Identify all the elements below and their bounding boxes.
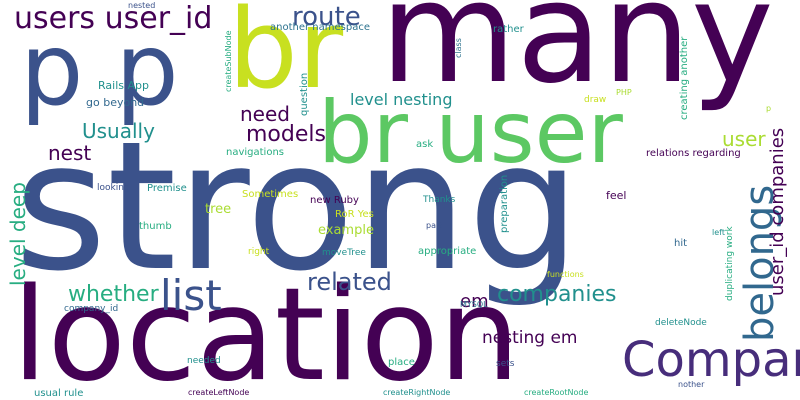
word-usual-rule: usual rule [34,388,84,399]
word-level-nesting: level nesting [350,90,453,109]
word-example: example [318,223,374,238]
word-need: need [240,102,290,126]
word-createrightnode: createRightNode [383,388,451,397]
word-nested: nested [128,1,156,10]
word-preparation: preparation [499,174,510,233]
word-part: part [426,221,443,230]
word-p-small: p [766,104,772,113]
word-feel: feel [606,189,627,202]
word-em: em [460,291,489,312]
word-duplicating-work: duplicating work [725,226,735,301]
word-company-id: company_id [64,304,119,314]
word-whether: whether [68,282,159,307]
word-sets: sets [496,359,515,369]
word-level-deep: level deep [6,182,30,286]
word-company: Company [622,332,800,388]
word-tree: tree [205,202,232,217]
word-deletenode: deleteNode [655,318,707,328]
word-ask: ask [416,139,434,150]
word-looking: looking [97,183,130,193]
word-appropriate: appropriate [418,246,477,257]
word-strong: strong [14,103,581,310]
word-another-namespace: another namespace [270,22,370,33]
word-companies: companies [497,282,617,307]
word-place: place [388,357,415,368]
word-mysql: MYSQL [460,300,488,309]
word-navigations: navigations [226,147,285,158]
word-users-user-id: users user_id [14,1,213,36]
word-list: list [160,271,222,320]
word-related: related [307,268,392,296]
word-right: right [248,247,270,257]
word-creating-another: creating another [679,36,690,120]
word-br-user: br user [318,83,623,183]
word-left: left [712,228,725,237]
word-models: models [246,122,326,147]
word-nesting-em: nesting em [482,328,578,348]
word-relations-regarding: relations regarding [646,148,741,159]
word-thanks: Thanks [423,195,456,205]
word-new-ruby: new Ruby [310,195,359,206]
word-premise: Premise [147,183,187,194]
word-createrootnode: createRootNode [524,388,589,397]
word-hit: hit [674,238,688,249]
word-movetree: moveTree [322,248,366,258]
word-php: PHP [616,88,632,97]
word-user-id-companies: user_id companies [767,127,788,296]
word-createleftnode: createLeftNode [188,388,250,397]
word-user: user [722,127,766,151]
word-ror-yes: RoR Yes [335,209,374,220]
word-usually: Usually [82,119,155,143]
word-createsubnode: createSubNode [224,30,233,93]
word-nother: nother [678,380,705,389]
word-thumb: thumb [139,221,172,232]
word-question: question [299,72,310,116]
word-functions: functions [547,270,584,279]
word-needed: needed [187,356,221,366]
word-rails-app: Rails App [98,79,149,92]
word-sometimes: Sometimes [242,189,299,200]
word-draw: draw [584,95,607,105]
word-go-beyond: go beyond [86,96,145,109]
word-many: many [380,0,774,115]
word-nest: nest [48,141,92,165]
word-class: class [454,38,463,58]
word-p-p: p p [20,11,179,128]
word-route: route [292,2,361,32]
word-rather: rather [493,24,524,35]
word-location: location [12,261,520,400]
word-br: br [228,0,344,113]
